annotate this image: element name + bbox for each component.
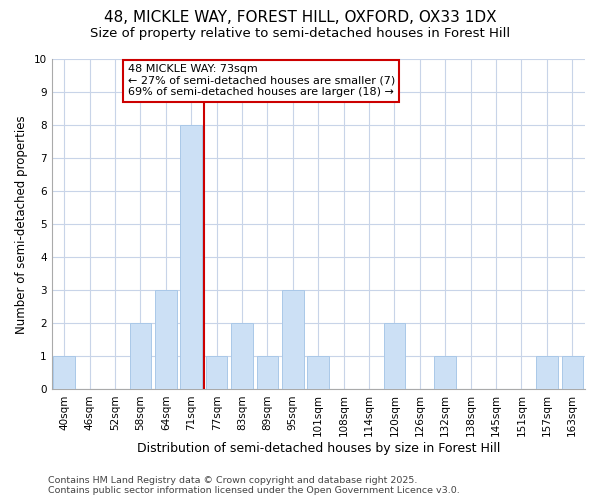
Text: 48, MICKLE WAY, FOREST HILL, OXFORD, OX33 1DX: 48, MICKLE WAY, FOREST HILL, OXFORD, OX3… (104, 10, 496, 25)
Bar (536, 356, 557, 390)
Text: 48 MICKLE WAY: 73sqm
← 27% of semi-detached houses are smaller (7)
69% of semi-d: 48 MICKLE WAY: 73sqm ← 27% of semi-detac… (128, 64, 395, 97)
Bar (53, 356, 75, 390)
Bar (257, 356, 278, 390)
Bar (383, 324, 405, 390)
Bar (307, 356, 329, 390)
Text: Size of property relative to semi-detached houses in Forest Hill: Size of property relative to semi-detach… (90, 28, 510, 40)
Bar (206, 356, 227, 390)
Bar (434, 356, 456, 390)
Bar (155, 290, 176, 390)
Bar (231, 324, 253, 390)
X-axis label: Distribution of semi-detached houses by size in Forest Hill: Distribution of semi-detached houses by … (137, 442, 500, 455)
Bar (130, 324, 151, 390)
Bar (562, 356, 583, 390)
Bar (282, 290, 304, 390)
Bar (181, 125, 202, 390)
Text: Contains HM Land Registry data © Crown copyright and database right 2025.
Contai: Contains HM Land Registry data © Crown c… (48, 476, 460, 495)
Y-axis label: Number of semi-detached properties: Number of semi-detached properties (15, 115, 28, 334)
